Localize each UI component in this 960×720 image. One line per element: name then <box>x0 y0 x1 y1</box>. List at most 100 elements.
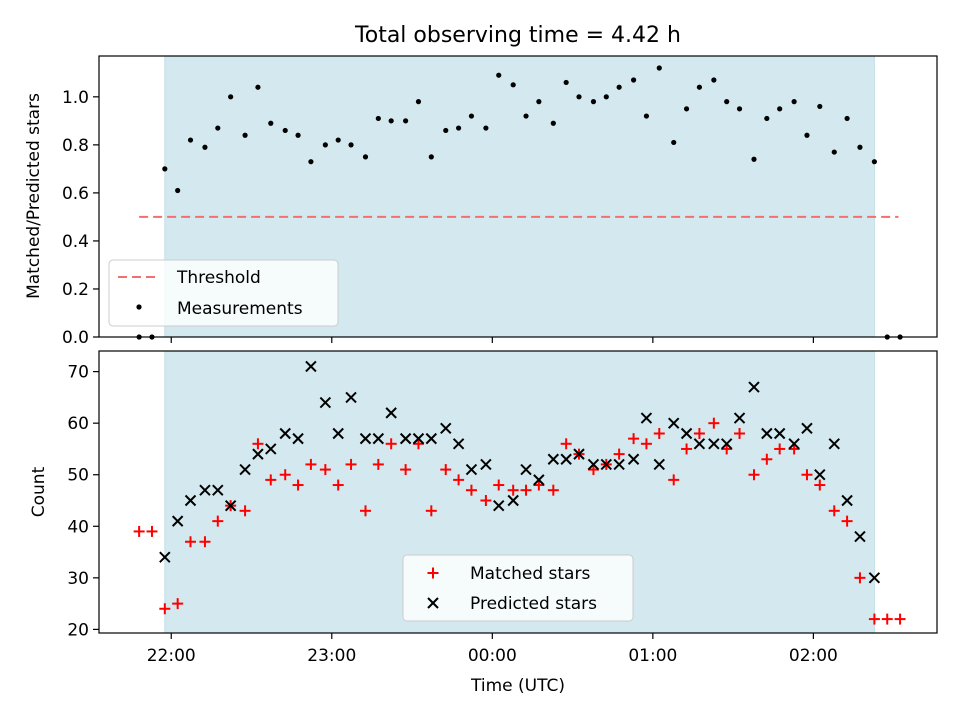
predicted-star-point <box>613 458 625 471</box>
measurement-point <box>202 144 208 150</box>
predicted-star-point <box>640 412 653 424</box>
predicted-star-point <box>332 427 344 440</box>
matched-star-point <box>319 464 331 476</box>
predicted-star-point <box>171 515 184 527</box>
bottom-y-axis-label: Count <box>29 466 49 517</box>
matched-star-point <box>547 484 559 496</box>
matched-star-point <box>400 464 412 476</box>
predicted-star-point <box>761 427 773 440</box>
legend-threshold-label: Threshold <box>176 268 261 288</box>
measurement-point <box>483 125 489 131</box>
predicted-star-point <box>385 407 397 419</box>
matched-star-point <box>425 505 437 517</box>
predicted-star-point <box>199 484 211 496</box>
measurement-point <box>777 106 783 112</box>
matched-star-point <box>480 495 492 507</box>
predicted-star-point <box>600 458 613 471</box>
matched-star-point <box>292 479 304 491</box>
predicted-star-point <box>828 438 840 450</box>
matched-star-point <box>265 474 277 486</box>
matched-star-point <box>640 438 652 450</box>
measurement-point <box>643 113 650 119</box>
measurement-point <box>683 106 690 112</box>
y-tick-label: 50 <box>67 466 89 486</box>
bottom-x-ticks: 22:00 23:00 00:00 01:00 02:00 <box>147 633 838 666</box>
measurement-point <box>831 149 837 155</box>
measurement-point <box>550 120 556 126</box>
predicted-star-point <box>653 458 665 471</box>
matched-star-point <box>345 458 357 470</box>
matched-star-point <box>252 438 264 450</box>
predicted-star-point <box>292 432 304 445</box>
y-tick-label: 0.0 <box>62 328 89 348</box>
matched-star-point <box>788 443 800 455</box>
measurement-point <box>656 65 662 71</box>
matched-star-point <box>159 603 171 615</box>
top-x-ticks <box>170 337 814 343</box>
bottom-panel: 20 30 40 50 60 70 22:00 23:00 00:00 01:00 02:00 C… <box>29 350 938 696</box>
measurement-point <box>751 156 757 162</box>
predicted-star-point <box>252 448 264 460</box>
measurement-points <box>136 65 903 340</box>
predicted-star-point <box>465 463 478 476</box>
bottom-y-ticks: 20 30 40 50 60 70 <box>67 363 99 640</box>
bottom-axes-frame <box>98 350 938 634</box>
matched-star-point <box>372 458 384 470</box>
top-y-ticks: 0.0 0.2 0.4 0.6 0.8 1.0 <box>62 88 99 348</box>
predicted-star-point <box>265 443 277 455</box>
matched-star-point <box>212 515 224 527</box>
predicted-star-point <box>587 458 600 471</box>
matched-star-point <box>828 505 840 517</box>
measurement-point <box>791 99 797 105</box>
x-tick-label: 23:00 <box>307 646 356 666</box>
measurement-point <box>696 84 703 90</box>
predicted-star-point <box>547 453 560 465</box>
matched-star-point <box>721 443 733 455</box>
legend-matched-swatch <box>427 567 439 579</box>
y-tick-label: 30 <box>67 569 89 589</box>
legend-measurement-label: Measurements <box>177 299 303 319</box>
matched-star-point <box>881 613 893 625</box>
matched-star-point <box>708 417 720 429</box>
measurement-point <box>215 125 221 131</box>
matched-star-point <box>774 443 786 455</box>
y-tick-label: 70 <box>67 363 89 383</box>
measurement-point <box>162 166 168 172</box>
measurement-point <box>348 142 354 148</box>
measurement-point <box>308 159 314 165</box>
measurement-point <box>322 142 328 148</box>
y-tick-label: 1.0 <box>62 88 89 108</box>
predicted-star-point <box>680 427 693 440</box>
measurement-point <box>268 120 274 126</box>
matched-star-point <box>587 464 599 476</box>
predicted-star-point <box>708 438 720 450</box>
figure-title: Total observing time = 4.42 h <box>354 23 681 48</box>
matched-star-point <box>185 536 197 548</box>
predicted-star-point <box>452 438 465 450</box>
matched-star-point <box>199 536 211 548</box>
measurement-point <box>335 137 341 143</box>
measurement-point <box>375 115 381 122</box>
predicted-star-point <box>801 422 813 435</box>
matched-star-point <box>453 474 465 486</box>
predicted-star-point <box>425 432 438 445</box>
predicted-star-point <box>372 432 385 445</box>
top-legend: Threshold Measurements <box>108 259 339 327</box>
predicted-star-point <box>627 453 640 465</box>
legend-measurement-swatch <box>136 304 142 310</box>
matched-star-points <box>133 417 906 625</box>
predicted-star-point <box>493 499 505 512</box>
predicted-star-point <box>279 427 291 440</box>
measurement-point <box>456 125 462 131</box>
measurement-point <box>871 159 877 165</box>
legend-matched-label: Matched stars <box>470 564 590 584</box>
predicted-star-point <box>184 494 197 507</box>
matched-star-point <box>146 525 158 537</box>
predicted-star-point <box>440 422 452 435</box>
matched-star-point <box>653 427 665 439</box>
measurement-point <box>724 99 730 105</box>
measurement-point <box>536 99 542 105</box>
predicted-star-point <box>520 463 532 476</box>
matched-star-point <box>133 525 145 537</box>
predicted-star-point <box>533 474 545 486</box>
